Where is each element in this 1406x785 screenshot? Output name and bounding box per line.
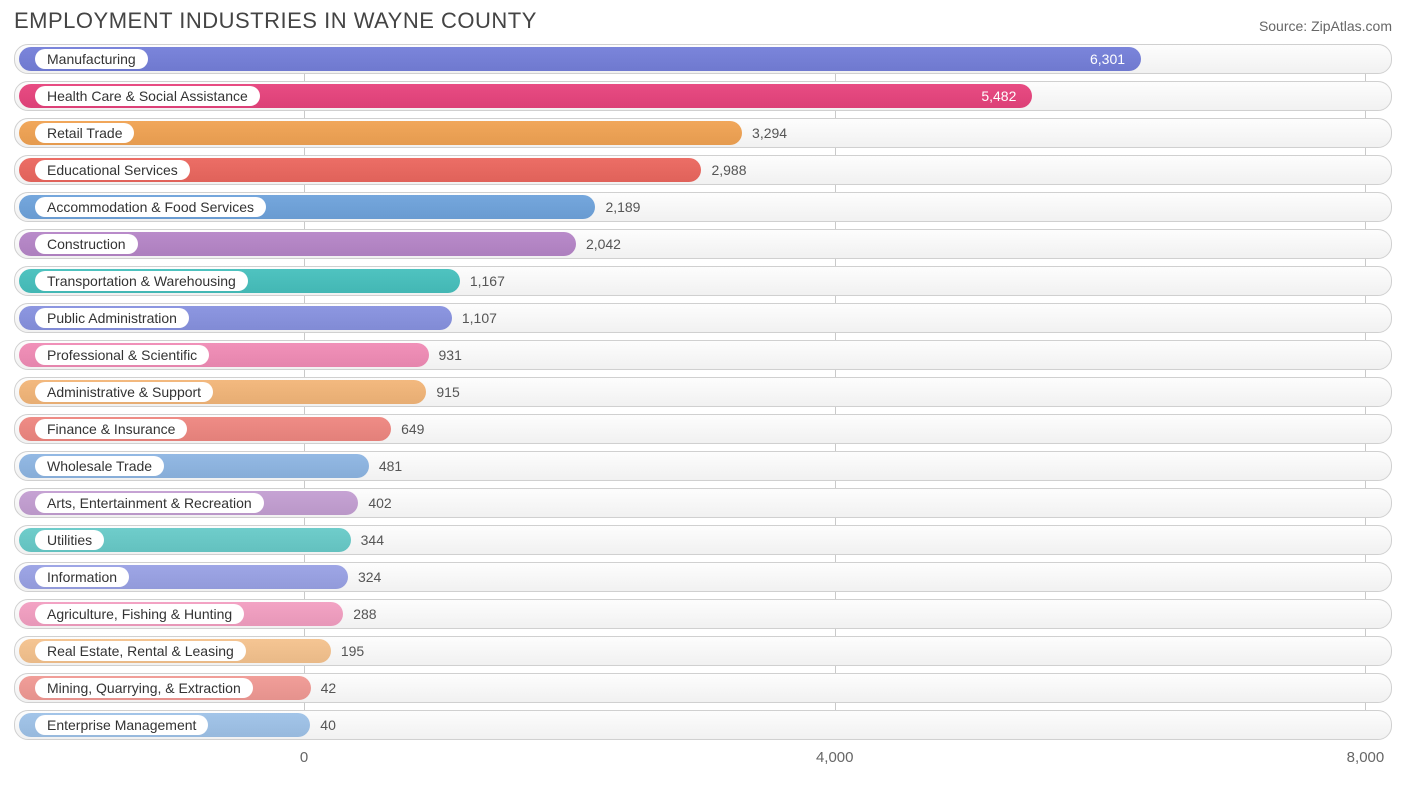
bar-value-label: 324 [358,569,381,585]
bar-row: Real Estate, Rental & Leasing 195 [14,636,1392,666]
bar-label-pill: Information [35,567,129,587]
bar-label-pill: Wholesale Trade [35,456,164,476]
bar-label-pill: Accommodation & Food Services [35,197,266,217]
bar-row: Public Administration 1,107 [14,303,1392,333]
axis-tick-label: 4,000 [816,749,854,766]
bar-row: Mining, Quarrying, & Extraction 42 [14,673,1392,703]
chart-title: EMPLOYMENT INDUSTRIES IN WAYNE COUNTY [14,8,537,34]
bar-label-pill: Enterprise Management [35,715,208,735]
bar-row: Arts, Entertainment & Recreation 402 [14,488,1392,518]
bar-label-pill: Agriculture, Fishing & Hunting [35,604,244,624]
axis-tick-label: 8,000 [1347,749,1385,766]
bar-row: Health Care & Social Assistance 5,482 [14,81,1392,111]
bar-label-pill: Health Care & Social Assistance [35,86,260,106]
bar-label-pill: Arts, Entertainment & Recreation [35,493,264,513]
bar-row: Transportation & Warehousing 1,167 [14,266,1392,296]
bar-label-pill: Retail Trade [35,123,134,143]
bar-row: Retail Trade 3,294 [14,118,1392,148]
bar-row: Administrative & Support 915 [14,377,1392,407]
bar-value-label: 1,107 [462,310,497,326]
chart-source: Source: ZipAtlas.com [1259,18,1392,34]
bar-label-pill: Utilities [35,530,104,550]
bar-value-label: 42 [321,680,337,696]
bar-row: Educational Services 2,988 [14,155,1392,185]
bar-label-pill: Finance & Insurance [35,419,187,439]
bar-label-pill: Administrative & Support [35,382,213,402]
axis-tick-label: 0 [300,749,308,766]
bar-label-pill: Mining, Quarrying, & Extraction [35,678,253,698]
bar-value-label: 1,167 [470,273,505,289]
bar-fill [19,47,1141,71]
chart-body: Manufacturing 6,301 Health Care & Social A… [14,44,1392,740]
bar-value-label: 402 [368,495,391,511]
bar-value-label: 2,189 [605,199,640,215]
chart-header: EMPLOYMENT INDUSTRIES IN WAYNE COUNTY So… [14,8,1392,34]
bar-label-pill: Transportation & Warehousing [35,271,248,291]
bar-row: Accommodation & Food Services 2,189 [14,192,1392,222]
bar-row: Construction 2,042 [14,229,1392,259]
chart-area: Manufacturing 6,301 Health Care & Social A… [14,44,1392,771]
bar-label-pill: Educational Services [35,160,190,180]
bar-row: Manufacturing 6,301 [14,44,1392,74]
bar-value-label: 931 [439,347,462,363]
bar-row: Finance & Insurance 649 [14,414,1392,444]
x-axis: 0 4,000 8,000 [14,747,1392,771]
bar-value-label: 649 [401,421,424,437]
bar-value-label: 288 [353,606,376,622]
bar-label-pill: Manufacturing [35,49,148,69]
bar-label-pill: Public Administration [35,308,189,328]
bar-row: Professional & Scientific 931 [14,340,1392,370]
bar-value-label: 2,042 [586,236,621,252]
bar-value-label: 5,482 [981,88,1016,104]
bar-value-label: 40 [320,717,336,733]
bar-value-label: 915 [436,384,459,400]
bar-row: Enterprise Management 40 [14,710,1392,740]
bar-label-pill: Construction [35,234,138,254]
bar-value-label: 195 [341,643,364,659]
bar-value-label: 481 [379,458,402,474]
bar-label-pill: Real Estate, Rental & Leasing [35,641,246,661]
bar-label-pill: Professional & Scientific [35,345,209,365]
bar-row: Wholesale Trade 481 [14,451,1392,481]
bar-row: Agriculture, Fishing & Hunting 288 [14,599,1392,629]
bar-row: Information 324 [14,562,1392,592]
bar-value-label: 6,301 [1090,51,1125,67]
bar-value-label: 344 [361,532,384,548]
bar-value-label: 2,988 [711,162,746,178]
bar-row: Utilities 344 [14,525,1392,555]
bar-value-label: 3,294 [752,125,787,141]
